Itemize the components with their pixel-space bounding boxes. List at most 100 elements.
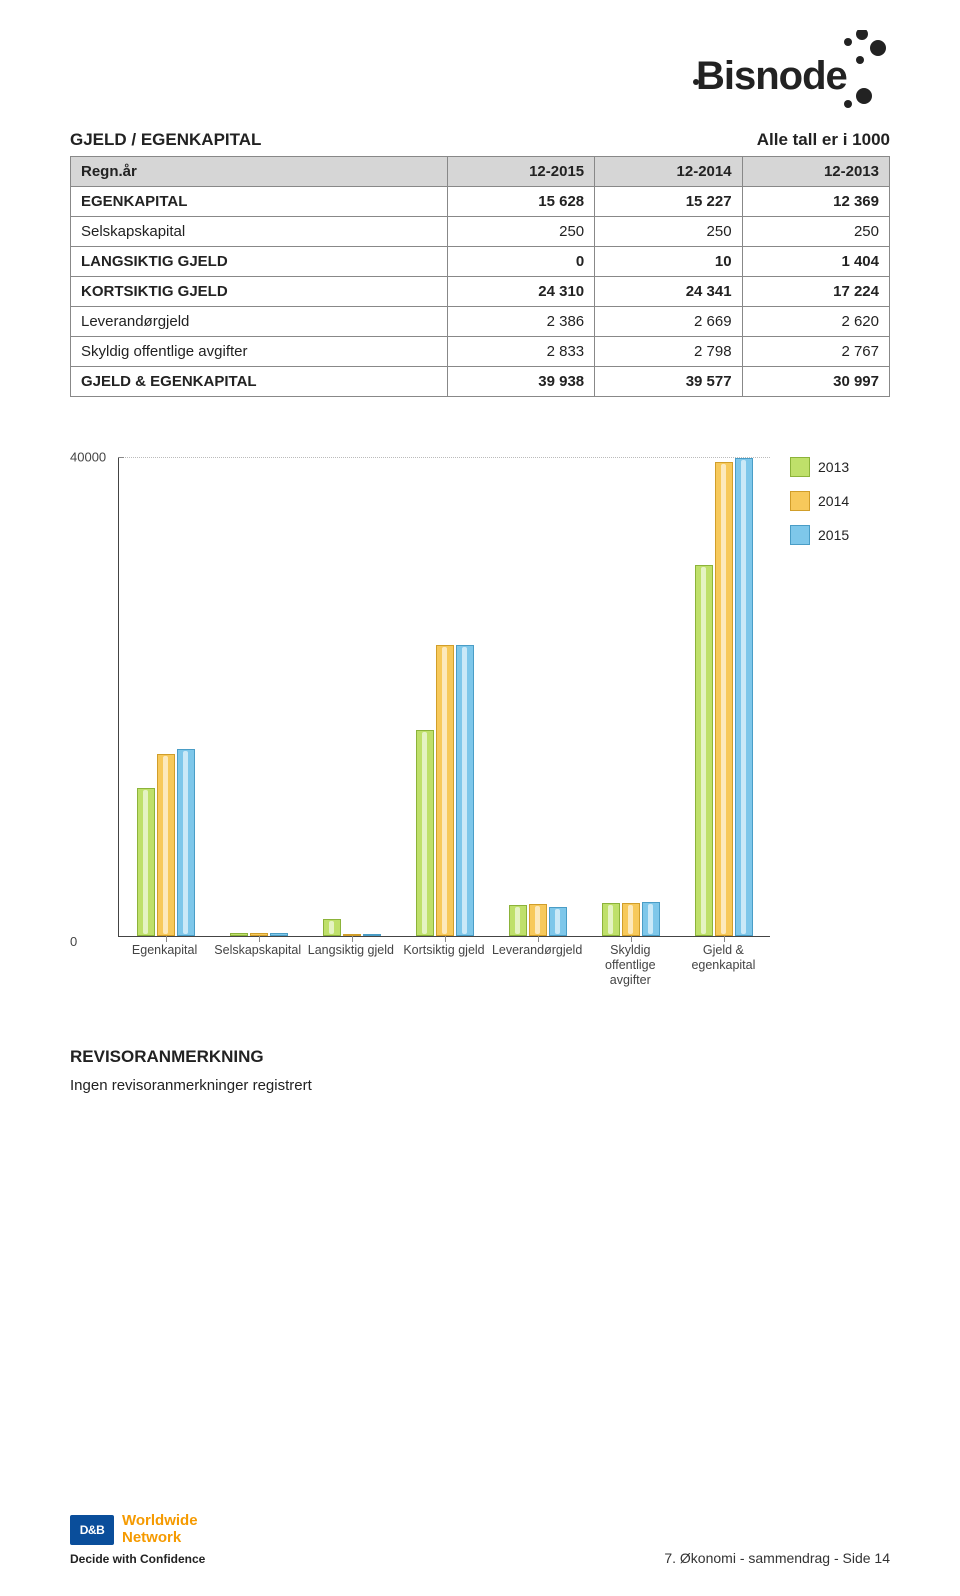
footer-left: D&B Worldwide Network Decide with Confid… [70,1513,205,1566]
bar [735,458,753,936]
legend-label: 2014 [818,493,849,509]
legend-swatch-icon [790,491,810,511]
wwn-line1: Worldwide [122,1513,198,1530]
legend-label: 2015 [818,527,849,543]
legend-label: 2013 [818,459,849,475]
table-cell: Selskapskapital [71,217,448,247]
bar [137,788,155,936]
table-header-row: Regn.år 12-2015 12-2014 12-2013 [71,157,890,187]
bar [343,934,361,936]
table-cell: 250 [595,217,742,247]
bar [177,749,195,936]
table-cell: 2 386 [447,307,594,337]
revisor-heading: REVISORANMERKNING [70,1047,890,1067]
x-axis-label: Langsiktig gjeld [304,937,397,977]
wwn-line2: Network [122,1530,198,1547]
th: Regn.år [71,157,448,187]
table-row: EGENKAPITAL15 62815 22712 369 [71,187,890,217]
bar [549,907,567,936]
plot-area [118,457,770,937]
legend-swatch-icon [790,457,810,477]
table-cell: 2 669 [595,307,742,337]
table-cell: 2 798 [595,337,742,367]
bar [323,919,341,936]
bar-group [119,457,212,936]
bar-group [398,457,491,936]
table-cell: 2 620 [742,307,889,337]
bar [436,645,454,936]
x-axis-label: Skyldig offentlige avgifter [584,937,677,977]
data-table: Regn.år 12-2015 12-2014 12-2013 EGENKAPI… [70,156,890,397]
legend-swatch-icon [790,525,810,545]
table-cell: KORTSIKTIG GJELD [71,277,448,307]
x-axis-label: Egenkapital [118,937,211,977]
bar [157,754,175,936]
table-cell: GJELD & EGENKAPITAL [71,367,448,397]
x-axis-label: Kortsiktig gjeld [397,937,490,977]
table-cell: 2 767 [742,337,889,367]
bar [509,905,527,936]
logo-text: Bisnode [696,54,847,99]
table-cell: 12 369 [742,187,889,217]
bar-chart: 40000 0 EgenkapitalSelskapskapitalLangsi… [70,457,890,977]
db-logo-icon: D&B [70,1515,114,1545]
bar [695,565,713,936]
table-cell: 2 833 [447,337,594,367]
table-cell: 250 [742,217,889,247]
footer-tagline: Decide with Confidence [70,1552,205,1566]
bar [622,903,640,937]
table-cell: EGENKAPITAL [71,187,448,217]
table-cell: 17 224 [742,277,889,307]
table-title: GJELD / EGENKAPITAL Alle tall er i 1000 [70,130,890,150]
bar [363,934,381,936]
legend-item: 2013 [790,457,890,477]
bar [270,933,288,936]
bar-group [677,457,770,936]
legend-item: 2014 [790,491,890,511]
bar-group [491,457,584,936]
x-axis-label: Gjeld & egenkapital [677,937,770,977]
table-cell: LANGSIKTIG GJELD [71,247,448,277]
table-title-left: GJELD / EGENKAPITAL [70,130,261,150]
legend: 2013 2014 2015 [790,457,890,559]
table-row: Selskapskapital250250250 [71,217,890,247]
logo: Bisnode [690,30,890,110]
bar [230,933,248,936]
table-cell: 15 227 [595,187,742,217]
table-cell: 1 404 [742,247,889,277]
bar [642,902,660,936]
table-cell: 0 [447,247,594,277]
bar-group [584,457,677,936]
table-cell: 24 341 [595,277,742,307]
table-row: Skyldig offentlige avgifter2 8332 7982 7… [71,337,890,367]
x-axis-label: Selskapskapital [211,937,304,977]
y-tick-label: 40000 [70,450,106,465]
y-tick-label: 0 [70,934,77,949]
table-cell: 250 [447,217,594,247]
bar [456,645,474,936]
bar [715,462,733,936]
bar [602,903,620,936]
table-cell: 10 [595,247,742,277]
revisor-body: Ingen revisoranmerkninger registrert [70,1077,890,1094]
footer-page-number: 7. Økonomi - sammendrag - Side 14 [664,1550,890,1566]
th: 12-2013 [742,157,889,187]
th: 12-2014 [595,157,742,187]
th: 12-2015 [447,157,594,187]
bar-group [212,457,305,936]
table-cell: 24 310 [447,277,594,307]
table-cell: Skyldig offentlige avgifter [71,337,448,367]
legend-item: 2015 [790,525,890,545]
bar [416,730,434,936]
table-row: KORTSIKTIG GJELD24 31024 34117 224 [71,277,890,307]
table-row: GJELD & EGENKAPITAL39 93839 57730 997 [71,367,890,397]
bar [529,904,547,936]
table-row: Leverandørgjeld2 3862 6692 620 [71,307,890,337]
bar-group [305,457,398,936]
table-cell: 15 628 [447,187,594,217]
table-cell: 39 938 [447,367,594,397]
table-cell: 39 577 [595,367,742,397]
table-cell: Leverandørgjeld [71,307,448,337]
table-row: LANGSIKTIG GJELD0101 404 [71,247,890,277]
x-axis-label: Leverandørgjeld [491,937,584,977]
